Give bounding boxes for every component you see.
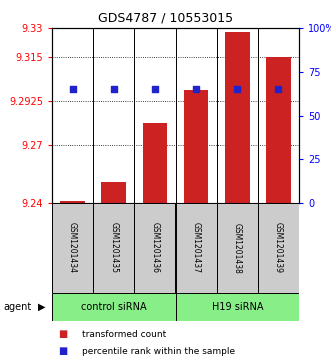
Bar xyxy=(217,203,258,293)
Text: transformed count: transformed count xyxy=(82,330,166,339)
Text: ▶: ▶ xyxy=(38,302,45,312)
Bar xyxy=(258,203,299,293)
Text: agent: agent xyxy=(3,302,31,312)
Text: control siRNA: control siRNA xyxy=(81,302,147,312)
Text: ■: ■ xyxy=(59,330,68,339)
Text: H19 siRNA: H19 siRNA xyxy=(212,302,263,312)
Text: GSM1201437: GSM1201437 xyxy=(192,223,201,273)
Bar xyxy=(134,203,175,293)
Bar xyxy=(225,32,250,203)
Bar xyxy=(93,203,134,293)
Bar xyxy=(266,57,291,203)
Text: GSM1201435: GSM1201435 xyxy=(109,223,118,273)
Point xyxy=(111,86,117,92)
Text: GDS4787 / 10553015: GDS4787 / 10553015 xyxy=(98,12,233,24)
Bar xyxy=(101,182,126,203)
Bar xyxy=(175,203,217,293)
Text: percentile rank within the sample: percentile rank within the sample xyxy=(82,347,235,356)
Bar xyxy=(143,123,167,203)
Point xyxy=(235,86,240,92)
Text: GSM1201436: GSM1201436 xyxy=(150,223,160,273)
Bar xyxy=(52,293,175,321)
Text: ■: ■ xyxy=(59,346,68,356)
Point xyxy=(70,86,75,92)
Bar xyxy=(60,201,85,203)
Text: GSM1201439: GSM1201439 xyxy=(274,223,283,273)
Point xyxy=(276,86,281,92)
Bar xyxy=(52,203,93,293)
Point xyxy=(152,86,158,92)
Text: GSM1201434: GSM1201434 xyxy=(68,223,77,273)
Bar xyxy=(184,90,209,203)
Text: GSM1201438: GSM1201438 xyxy=(233,223,242,273)
Bar xyxy=(175,293,299,321)
Point xyxy=(193,86,199,92)
